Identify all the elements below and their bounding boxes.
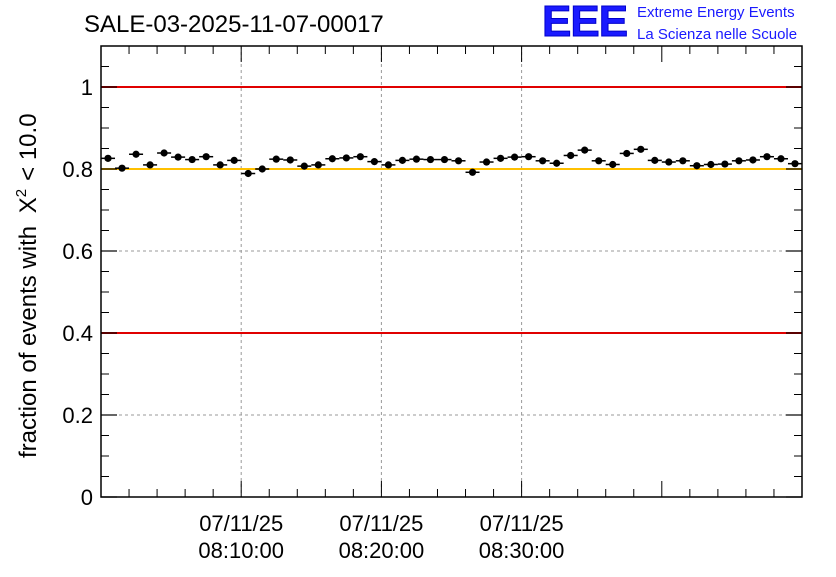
- data-point: [553, 159, 561, 167]
- data-point: [763, 153, 771, 161]
- data-point: [426, 155, 435, 164]
- data-point: [791, 160, 799, 168]
- data-point: [468, 168, 477, 176]
- y-tick-label: 0.8: [62, 157, 93, 182]
- data-point: [286, 156, 294, 164]
- y-tick-label: 0.4: [62, 321, 93, 346]
- data-point: [665, 158, 673, 166]
- data-point: [510, 153, 519, 161]
- data-point: [567, 151, 575, 160]
- x-tick-label-date: 07/11/25: [339, 511, 423, 536]
- data-point: [412, 155, 421, 163]
- data-point: [721, 160, 729, 168]
- y-tick-label: 0: [81, 485, 93, 510]
- data-point: [314, 161, 322, 169]
- plot-frame: [100, 45, 803, 498]
- grid: [101, 46, 802, 498]
- data-point: [623, 149, 631, 158]
- data-point: [132, 150, 140, 158]
- eee-logo: EEE Extreme Energy Events La Scienza nel…: [541, 0, 832, 47]
- axis-ticks: [100, 45, 803, 498]
- data-point: [356, 153, 364, 161]
- data-point: [230, 156, 238, 164]
- data-point: [328, 155, 336, 163]
- y-axis-title: fraction of events with X2 < 10.0: [13, 113, 42, 458]
- data-point: [454, 157, 463, 165]
- eee-logo-letters: EEE: [541, 0, 628, 47]
- x-tick-label-date: 07/11/25: [480, 511, 564, 536]
- data-point: [609, 160, 617, 169]
- data-point: [244, 169, 252, 178]
- data-point: [216, 161, 224, 169]
- data-point: [496, 154, 505, 162]
- data-point: [581, 146, 589, 154]
- data-points: [101, 145, 802, 178]
- data-point: [440, 155, 449, 164]
- data-point: [679, 157, 687, 165]
- data-point: [525, 153, 533, 161]
- data-point: [370, 158, 378, 166]
- data-point: [146, 161, 154, 169]
- data-point: [188, 155, 196, 164]
- eee-logo-line1: Extreme Energy Events: [637, 4, 795, 21]
- x-tick-label-time: 08:30:00: [479, 538, 565, 563]
- data-point: [637, 145, 645, 153]
- chart-title: SALE-03-2025-11-07-00017: [84, 11, 384, 38]
- x-tick-label-time: 08:10:00: [198, 538, 284, 563]
- y-axis-title-symbol: X: [15, 197, 42, 213]
- data-point: [202, 153, 210, 161]
- y-tick-label: 0.6: [62, 239, 93, 264]
- reference-lines: [101, 86, 802, 334]
- data-point: [595, 157, 603, 165]
- data-point: [651, 156, 659, 164]
- data-point: [777, 155, 785, 163]
- axis-labels: 00.20.40.60.8107/11/2508:10:0007/11/2508…: [62, 75, 564, 563]
- eee-logo-line2: La Scienza nelle Scuole: [637, 26, 798, 43]
- data-point: [693, 162, 701, 170]
- data-point: [272, 155, 280, 163]
- data-point: [342, 154, 350, 162]
- y-axis-title-tail: < 10.0: [15, 113, 42, 180]
- data-point: [482, 158, 491, 166]
- data-point: [384, 161, 393, 169]
- data-point: [735, 157, 743, 165]
- x-tick-label-time: 08:20:00: [339, 538, 425, 563]
- data-point: [707, 160, 715, 169]
- data-point: [300, 162, 308, 170]
- y-tick-label: 1: [81, 75, 93, 100]
- data-point: [118, 164, 126, 172]
- y-axis-title-text: fraction of events with: [15, 226, 42, 458]
- y-tick-label: 0.2: [62, 403, 93, 428]
- data-point: [398, 156, 407, 164]
- data-point: [104, 154, 112, 162]
- data-point: [539, 157, 547, 165]
- data-point: [749, 156, 757, 164]
- y-axis-title-exponent: 2: [13, 189, 30, 197]
- x-tick-label-date: 07/11/25: [199, 511, 283, 536]
- data-point: [174, 153, 182, 161]
- data-point: [258, 165, 266, 173]
- data-point: [160, 149, 168, 157]
